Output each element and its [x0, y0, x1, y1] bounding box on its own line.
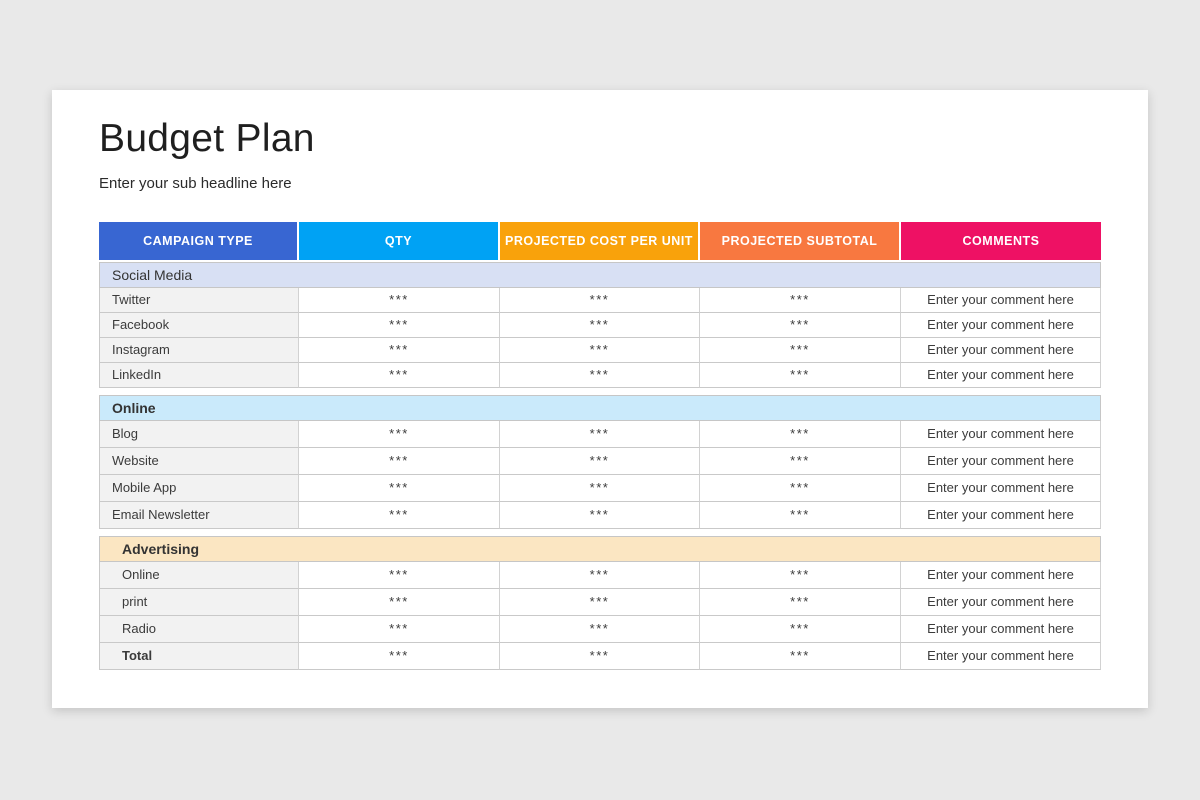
- qty-cell[interactable]: ***: [299, 642, 500, 670]
- comment-cell[interactable]: Enter your comment here: [901, 474, 1101, 502]
- comment-cell[interactable]: Enter your comment here: [901, 287, 1101, 313]
- row-label-cell: LinkedIn: [99, 362, 299, 388]
- subtotal-cell[interactable]: ***: [700, 642, 901, 670]
- row-label-cell: Website: [99, 447, 299, 475]
- table-row-total: Total *** *** *** Enter your comment here: [99, 642, 1101, 670]
- comment-cell[interactable]: Enter your comment here: [901, 420, 1101, 448]
- comment-cell[interactable]: Enter your comment here: [901, 501, 1101, 529]
- row-label-cell: Facebook: [99, 312, 299, 338]
- subtotal-cell[interactable]: ***: [700, 287, 901, 313]
- page-title: Budget Plan: [99, 117, 315, 160]
- qty-cell[interactable]: ***: [299, 287, 500, 313]
- table-row-twitter: Twitter *** *** *** Enter your comment here: [99, 287, 1101, 313]
- comment-cell[interactable]: Enter your comment here: [901, 588, 1101, 616]
- table-row-blog: Blog *** *** *** Enter your comment here: [99, 420, 1101, 448]
- comment-cell[interactable]: Enter your comment here: [901, 561, 1101, 589]
- comment-cell[interactable]: Enter your comment here: [901, 362, 1101, 388]
- comment-cell[interactable]: Enter your comment here: [901, 337, 1101, 363]
- cost-per-unit-cell[interactable]: ***: [500, 312, 700, 338]
- qty-cell[interactable]: ***: [299, 615, 500, 643]
- section-header-online: Online: [99, 394, 1101, 421]
- cost-per-unit-cell[interactable]: ***: [500, 447, 700, 475]
- section-header-advertising: Advertising: [99, 535, 1101, 562]
- table-row-website: Website *** *** *** Enter your comment here: [99, 447, 1101, 475]
- column-header-qty: QTY: [299, 221, 500, 260]
- cost-per-unit-cell[interactable]: ***: [500, 337, 700, 363]
- budget-table: CAMPAIGN TYPE QTY PROJECTED COST PER UNI…: [99, 221, 1101, 670]
- qty-cell[interactable]: ***: [299, 588, 500, 616]
- qty-cell[interactable]: ***: [299, 447, 500, 475]
- section-header-social-media: Social Media: [99, 261, 1101, 288]
- row-label-cell: Online: [99, 561, 299, 589]
- cost-per-unit-cell[interactable]: ***: [500, 420, 700, 448]
- subtotal-cell[interactable]: ***: [700, 615, 901, 643]
- column-header-campaign-type: CAMPAIGN TYPE: [99, 221, 299, 260]
- table-header-row: CAMPAIGN TYPE QTY PROJECTED COST PER UNI…: [99, 221, 1101, 260]
- row-label-cell: Radio: [99, 615, 299, 643]
- row-label-cell: Blog: [99, 420, 299, 448]
- table-row-instagram: Instagram *** *** *** Enter your comment her…: [99, 337, 1101, 363]
- page-subtitle[interactable]: Enter your sub headline here: [99, 174, 292, 192]
- cost-per-unit-cell[interactable]: ***: [500, 561, 700, 589]
- comment-cell[interactable]: Enter your comment here: [901, 642, 1101, 670]
- cost-per-unit-cell[interactable]: ***: [500, 287, 700, 313]
- qty-cell[interactable]: ***: [299, 420, 500, 448]
- table-row-email-newsletter: Email Newsletter *** *** *** Enter your comm…: [99, 501, 1101, 529]
- table-row-linkedin: LinkedIn *** *** *** Enter your comment here: [99, 362, 1101, 388]
- row-label-cell: Mobile App: [99, 474, 299, 502]
- slide-card: Budget Plan Enter your sub headline here…: [52, 90, 1148, 708]
- column-header-projected-cost-per-unit: PROJECTED COST PER UNIT: [500, 221, 700, 260]
- table-row-facebook: Facebook *** *** *** Enter your comment here: [99, 312, 1101, 338]
- subtotal-cell[interactable]: ***: [700, 420, 901, 448]
- column-header-comments: COMMENTS: [901, 221, 1101, 260]
- qty-cell[interactable]: ***: [299, 474, 500, 502]
- comment-cell[interactable]: Enter your comment here: [901, 615, 1101, 643]
- cost-per-unit-cell[interactable]: ***: [500, 588, 700, 616]
- qty-cell[interactable]: ***: [299, 362, 500, 388]
- table-row-mobile-app: Mobile App *** *** *** Enter your comment he…: [99, 474, 1101, 502]
- row-label-cell: Total: [99, 642, 299, 670]
- table-row-radio: Radio *** *** *** Enter your comment here: [99, 615, 1101, 643]
- subtotal-cell[interactable]: ***: [700, 501, 901, 529]
- table-row-online: Online *** *** *** Enter your comment here: [99, 561, 1101, 589]
- qty-cell[interactable]: ***: [299, 501, 500, 529]
- cost-per-unit-cell[interactable]: ***: [500, 362, 700, 388]
- subtotal-cell[interactable]: ***: [700, 312, 901, 338]
- comment-cell[interactable]: Enter your comment here: [901, 312, 1101, 338]
- row-label-cell: Instagram: [99, 337, 299, 363]
- comment-cell[interactable]: Enter your comment here: [901, 447, 1101, 475]
- qty-cell[interactable]: ***: [299, 312, 500, 338]
- subtotal-cell[interactable]: ***: [700, 362, 901, 388]
- subtotal-cell[interactable]: ***: [700, 474, 901, 502]
- table-body: Social Media Twitter *** *** *** Enter your c…: [99, 261, 1101, 670]
- qty-cell[interactable]: ***: [299, 337, 500, 363]
- qty-cell[interactable]: ***: [299, 561, 500, 589]
- subtotal-cell[interactable]: ***: [700, 561, 901, 589]
- cost-per-unit-cell[interactable]: ***: [500, 501, 700, 529]
- cost-per-unit-cell[interactable]: ***: [500, 615, 700, 643]
- column-header-projected-subtotal: PROJECTED SUBTOTAL: [700, 221, 901, 260]
- cost-per-unit-cell[interactable]: ***: [500, 642, 700, 670]
- subtotal-cell[interactable]: ***: [700, 337, 901, 363]
- row-label-cell: Twitter: [99, 287, 299, 313]
- row-label-cell: print: [99, 588, 299, 616]
- row-label-cell: Email Newsletter: [99, 501, 299, 529]
- table-row-print: print *** *** *** Enter your comment here: [99, 588, 1101, 616]
- subtotal-cell[interactable]: ***: [700, 588, 901, 616]
- subtotal-cell[interactable]: ***: [700, 447, 901, 475]
- cost-per-unit-cell[interactable]: ***: [500, 474, 700, 502]
